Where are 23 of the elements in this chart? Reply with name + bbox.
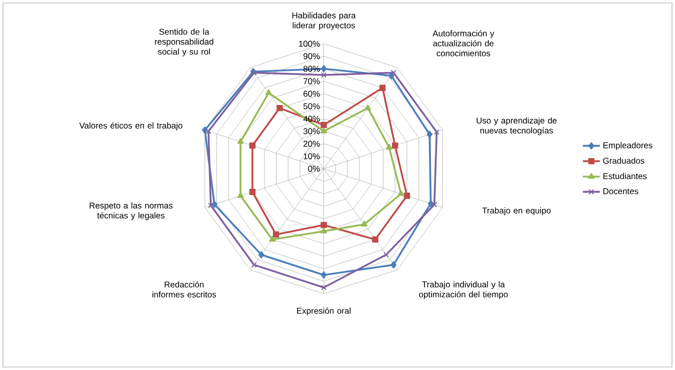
y-tick-label: 0% — [308, 166, 320, 172]
spoke-label: Valores éticos en el trabajo — [79, 122, 182, 130]
spoke-label: Redacción informes escritos — [152, 281, 216, 298]
spoke-label: Respeto a las normas técnicas y legales — [90, 202, 173, 220]
y-tick-label: 20% — [304, 140, 320, 147]
legend-label: Empleadores — [603, 142, 652, 150]
legend-label: Docentes — [603, 188, 638, 194]
y-tick-label: 90% — [304, 53, 320, 60]
spoke-label: Habilidades para liderar proyectos — [292, 12, 356, 30]
spoke-label: Trabajo en equipo — [482, 207, 551, 216]
y-tick-label: 10% — [304, 153, 320, 160]
y-tick-label: 100% — [299, 40, 320, 47]
y-tick-label: 50% — [303, 103, 320, 110]
y-tick-label: 30% — [303, 128, 320, 134]
y-tick-label: 60% — [304, 90, 320, 97]
spoke-label: Uso y aprendizaje de nuevas tecnologías — [476, 117, 557, 136]
legend-label: Estudiantes — [603, 172, 647, 180]
y-tick-label: 70% — [304, 78, 320, 84]
legend-label: Graduados — [603, 158, 644, 164]
spoke-label: Autoformación y actualización de conocimientos — [432, 30, 494, 56]
spoke-label: Trabajo individual y la optimización del tiempo — [419, 281, 508, 300]
spoke-label: Sentido de la responsabilidad social y su rol — [154, 28, 214, 56]
spoke-label: Expresión oral — [297, 307, 350, 316]
